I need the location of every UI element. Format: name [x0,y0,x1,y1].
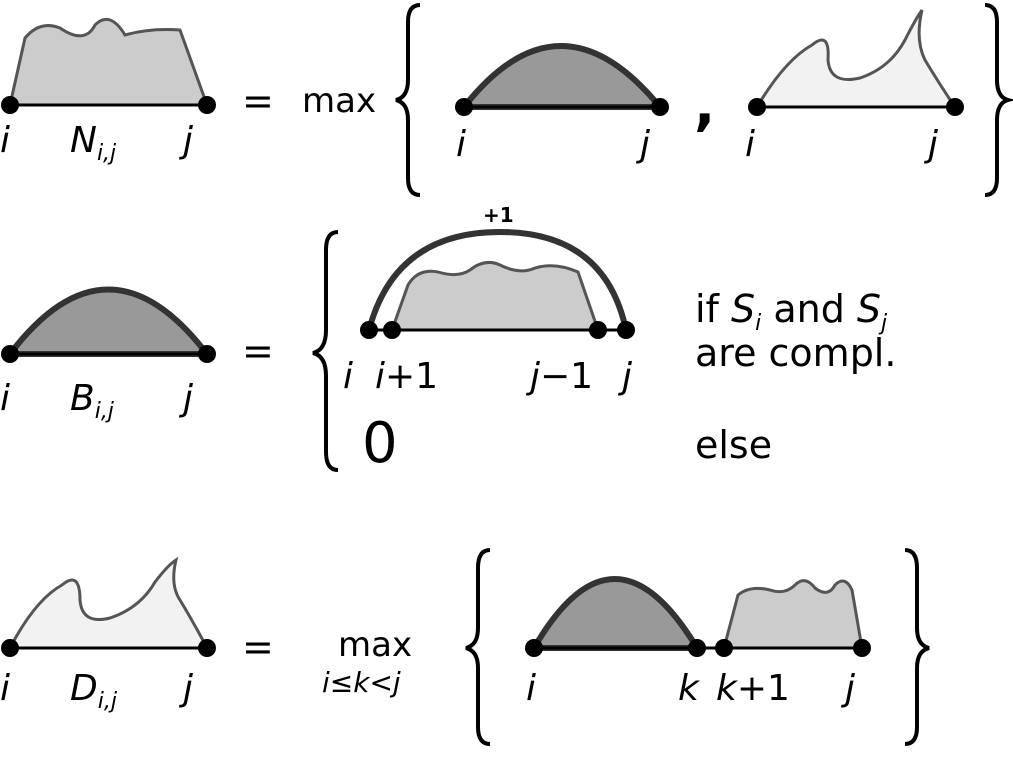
b-else: else [695,423,772,467]
b-lhs-label-i: i [0,378,10,419]
n-rhs-dark-node-i [455,98,473,116]
d-rhs-node-k1 [715,639,733,657]
b-lhs-node-j [198,345,216,363]
b-lhs-label-j: j [178,378,193,419]
b-inner-shape [389,260,601,332]
row-n: i Ni,j j = max i j , i j [0,3,1013,197]
d-rhs-light-shape [722,579,864,650]
n-lhs-node-i [1,96,19,114]
n-max: max [302,81,376,121]
n-equals: = [242,79,274,123]
b-node-i [360,321,378,339]
b-outer-arc [366,228,629,331]
n-rhs-dark-arc [457,43,667,110]
n-rhs-light-label-j: j [923,124,938,165]
d-rhs-label-k: k [678,668,701,709]
n-rhs-light-shape [754,9,958,109]
n-lhs-symbol: Ni,j [70,120,117,166]
d-rhs-label-i: i [526,668,536,709]
d-rhs-node-j [853,639,871,657]
b-condition-line1: if Si and Sj [695,287,888,336]
b-label-i1: i+1 [375,356,438,397]
b-condition-line2: are compl. [695,331,896,375]
n-lhs-label-j: j [178,120,193,161]
d-rhs-dark-arc [528,576,703,651]
n-comma: , [694,73,715,138]
b-node-j [617,321,635,339]
n-lhs-node-j [198,96,216,114]
d-lhs-shape [7,556,210,650]
b-label-i: i [343,356,353,397]
b-arc-label: +1 [483,203,514,227]
b-label-j1: j−1 [525,356,593,397]
d-rhs-label-k1: k+1 [716,668,790,709]
d-lhs-symbol: Di,j [70,668,118,714]
d-lhs-label-i: i [0,668,10,709]
row-b: i Bi,j j = +1 i i+1 j−1 j if Si and Sj a… [0,203,896,476]
d-rhs-label-j: j [840,668,855,709]
b-label-j: j [617,356,632,397]
n-rhs-dark-node-j [651,98,669,116]
b-lhs-arc [3,286,214,357]
b-lhs-node-i [1,345,19,363]
d-left-brace [465,548,491,746]
b-node-i1 [383,321,401,339]
d-lhs-node-j [198,639,216,657]
b-node-j1 [589,321,607,339]
n-left-brace [395,3,421,197]
n-rhs-dark-label-j: j [635,124,650,165]
d-lhs-node-i [1,639,19,657]
d-max: max [338,625,412,665]
row-d: i Di,j j = max i≤k<j i k k+1 j [0,548,930,746]
b-equals: = [242,329,274,373]
d-equals: = [242,625,274,669]
n-rhs-dark-label-i: i [456,124,466,165]
n-right-brace [984,3,1013,197]
b-lhs-symbol: Bi,j [70,378,115,424]
n-rhs-light-label-i: i [745,124,755,165]
d-right-brace [904,548,930,746]
d-lhs-label-j: j [178,668,193,709]
b-zero: 0 [362,411,398,476]
n-lhs-label-i: i [0,120,10,161]
n-rhs-light-node-i [748,98,766,116]
n-lhs-shape [8,17,210,107]
d-rhs-node-i [525,639,543,657]
b-cases-brace [312,230,339,472]
d-max-subscript: i≤k<j [322,666,401,699]
d-rhs-node-k [688,639,706,657]
n-rhs-light-node-j [946,98,964,116]
